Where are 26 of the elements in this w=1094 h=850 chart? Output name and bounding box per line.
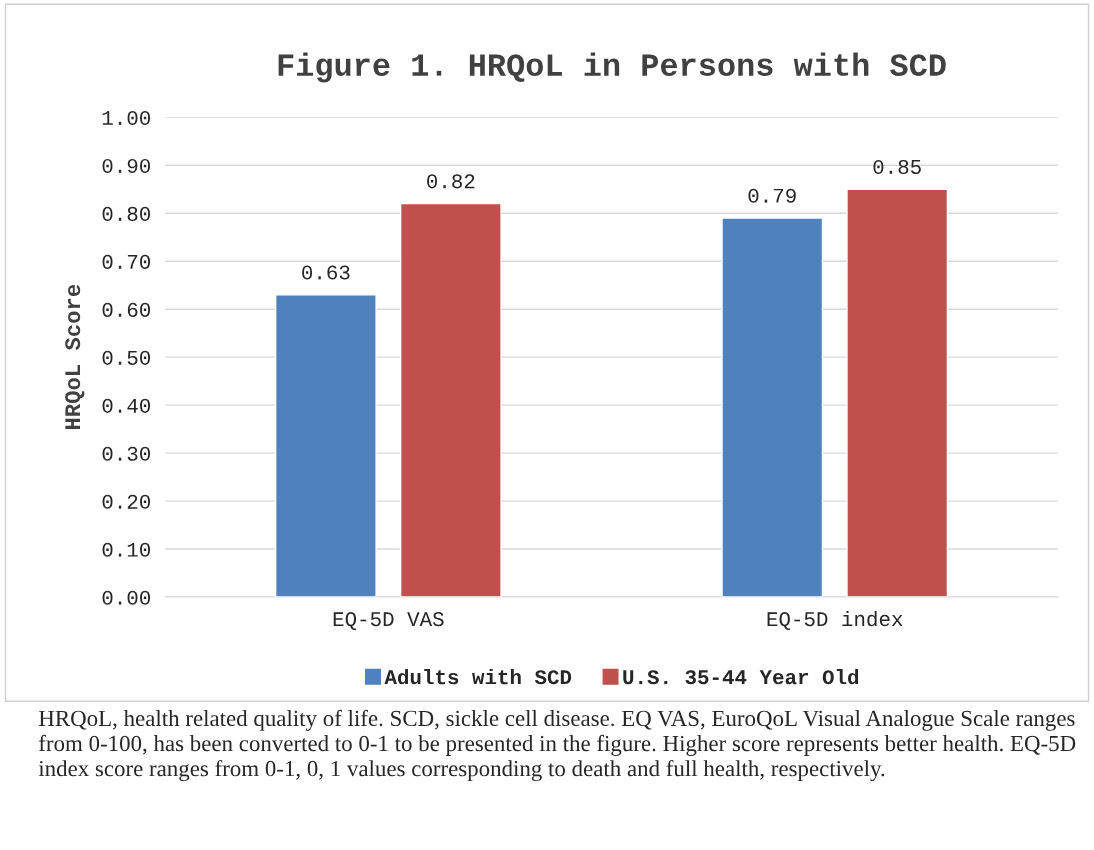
legend-label: U.S. 35-44 Year Old xyxy=(623,669,859,685)
y-tick-label: 0.00 xyxy=(102,590,151,605)
x-tick-label: EQ-5D index xyxy=(767,610,903,630)
text: HRQoL, health related quality of life. SCD, sickle cell disease. EQ VAS, EuroQoL Visual Analogue Scale ranges from 0-100, has been converted to 0-1 to be presented in the figure. Higher score represents better health. EQ-5D index score ranges from 0-1, 0, 1 values corresponding to death and full health, respectively. xyxy=(38,709,1076,782)
bar xyxy=(274,294,377,598)
y-tick-label: 0.80 xyxy=(102,206,151,221)
bar xyxy=(399,202,502,598)
bar xyxy=(846,188,949,598)
y-tick-label: 0.40 xyxy=(102,398,151,413)
y-tick-label: 1.00 xyxy=(102,110,151,126)
chart-title: Figure 1. HRQoL in Persons with SCD xyxy=(278,52,946,83)
y-tick-label: 0.60 xyxy=(102,302,151,317)
y-axis-title: HRQoL Score xyxy=(65,284,85,430)
data-label: 0.85 xyxy=(873,159,921,175)
legend-label: Adults with SCD xyxy=(384,669,572,685)
data-label: 0.82 xyxy=(427,174,475,189)
y-tick-label: 0.10 xyxy=(102,542,151,557)
y-tick-label: 0.90 xyxy=(102,158,151,174)
data-label: 0.79 xyxy=(748,188,796,203)
y-tick-label: 0.70 xyxy=(102,254,151,269)
bar xyxy=(721,217,824,598)
y-tick-label: 0.50 xyxy=(102,350,151,365)
y-tick-label: 0.30 xyxy=(102,446,151,461)
x-tick-label: EQ-5D VAS xyxy=(333,612,444,630)
y-tick-label: 0.20 xyxy=(102,494,151,509)
data-label: 0.63 xyxy=(302,265,350,280)
